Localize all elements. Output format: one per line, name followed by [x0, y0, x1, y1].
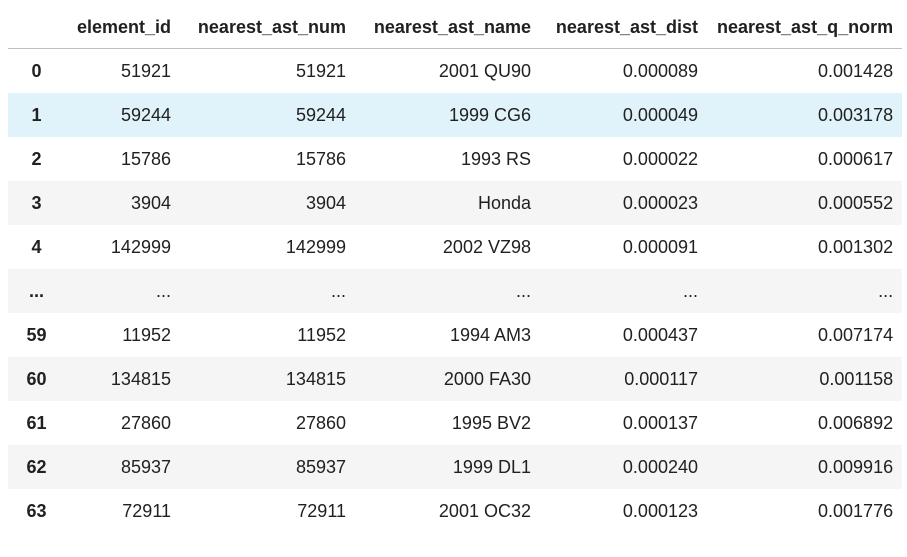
cell-nearest-ast-num: 51921: [295, 60, 346, 81]
cell-nearest-ast-q-norm: 0.007174: [818, 324, 894, 345]
cell-nearest-ast-q-norm: ...: [878, 280, 894, 301]
table-row: 63 72911 72911 2001 OC32 0.000123 0.001776: [8, 489, 902, 533]
cell-nearest-ast-name: 1994 AM3: [449, 324, 531, 345]
cell-nearest-ast-name: 2002 VZ98: [442, 236, 531, 257]
cell-nearest-ast-name: ...: [515, 280, 531, 301]
cell-nearest-ast-dist: 0.000240: [622, 456, 698, 477]
cell-nearest-ast-name: Honda: [477, 192, 531, 213]
row-index: 60: [26, 368, 47, 389]
cell-element-id: 27860: [120, 412, 171, 433]
table-row: 2 15786 15786 1993 RS 0.000022 0.000617: [8, 137, 902, 181]
row-index: 59: [26, 324, 47, 345]
row-index: 1: [31, 104, 42, 125]
cell-nearest-ast-name: 1999 DL1: [452, 456, 531, 477]
cell-nearest-ast-num: 134815: [285, 368, 346, 389]
index-header: [8, 7, 65, 49]
cell-nearest-ast-name: 1995 BV2: [451, 412, 531, 433]
dataframe-table: element_id nearest_ast_num nearest_ast_n…: [8, 7, 903, 534]
table-row: 4 142999 142999 2002 VZ98 0.000091 0.001302: [8, 225, 902, 269]
cell-nearest-ast-q-norm: 0.001776: [818, 500, 894, 521]
cell-nearest-ast-dist: 0.000137: [622, 412, 698, 433]
column-header-nearest-ast-name: nearest_ast_name: [355, 7, 540, 49]
cell-nearest-ast-num: 72911: [297, 500, 346, 521]
cell-element-id: 51921: [120, 60, 171, 81]
row-index: 2: [31, 148, 42, 169]
column-header-nearest-ast-num: nearest_ast_num: [180, 7, 355, 49]
cell-element-id: 15786: [120, 148, 171, 169]
cell-nearest-ast-name: 2000 FA30: [443, 368, 531, 389]
table-row: 59 11952 11952 1994 AM3 0.000437 0.007174: [8, 313, 902, 357]
row-index: 61: [26, 412, 47, 433]
cell-nearest-ast-dist: ...: [682, 280, 698, 301]
cell-nearest-ast-q-norm: 0.000552: [818, 192, 894, 213]
cell-nearest-ast-q-norm: 0.003178: [818, 104, 894, 125]
header-row: element_id nearest_ast_num nearest_ast_n…: [8, 7, 903, 49]
cell-element-id: 134815: [110, 368, 171, 389]
cell-nearest-ast-dist: 0.000023: [622, 192, 698, 213]
cell-element-id: 85937: [120, 456, 171, 477]
row-index: 3: [31, 192, 42, 213]
cell-element-id: 72911: [122, 500, 171, 521]
cell-nearest-ast-num: ...: [330, 280, 346, 301]
cell-nearest-ast-q-norm: 0.001158: [819, 368, 894, 389]
cell-nearest-ast-name: 1993 RS: [460, 148, 531, 169]
row-index: 4: [31, 236, 42, 257]
column-header-element-id: element_id: [65, 7, 180, 49]
cell-nearest-ast-num: 3904: [305, 192, 346, 213]
cell-element-id: ...: [155, 280, 171, 301]
table-row: 0 51921 51921 2001 QU90 0.000089 0.001428: [8, 49, 902, 94]
table-row: 62 85937 85937 1999 DL1 0.000240 0.009916: [8, 445, 903, 489]
cell-nearest-ast-dist: 0.000437: [622, 324, 698, 345]
cell-nearest-ast-num: 27860: [295, 412, 346, 433]
cell-nearest-ast-q-norm: 0.000617: [818, 148, 894, 169]
row-index: 0: [31, 60, 42, 81]
cell-nearest-ast-dist: 0.000117: [624, 368, 698, 389]
cell-nearest-ast-num: 85937: [295, 456, 346, 477]
cell-element-id: 142999: [110, 236, 171, 257]
cell-element-id: 11952: [122, 324, 171, 345]
cell-nearest-ast-q-norm: 0.009916: [818, 456, 894, 477]
cell-nearest-ast-dist: 0.000049: [622, 104, 698, 125]
cell-nearest-ast-name: 2001 OC32: [438, 500, 531, 521]
table-row: 61 27860 27860 1995 BV2 0.000137 0.006892: [8, 401, 902, 445]
cell-nearest-ast-q-norm: 0.001302: [818, 236, 894, 257]
cell-nearest-ast-name: 2001 QU90: [438, 60, 531, 81]
cell-nearest-ast-num: 11952: [297, 324, 346, 345]
table-body: 0 51921 51921 2001 QU90 0.000089 0.001428 1 592…: [8, 49, 903, 534]
cell-nearest-ast-dist: 0.000123: [622, 500, 698, 521]
cell-nearest-ast-num: 142999: [285, 236, 346, 257]
column-header-nearest-ast-q-norm: nearest_ast_q_norm: [707, 7, 903, 49]
cell-element-id: 3904: [130, 192, 171, 213]
table-row: 1 59244 59244 1999 CG6 0.000049 0.003178: [8, 93, 903, 137]
cell-nearest-ast-q-norm: 0.006892: [818, 412, 894, 433]
cell-element-id: 59244: [120, 104, 171, 125]
cell-nearest-ast-num: 59244: [295, 104, 346, 125]
cell-nearest-ast-q-norm: 0.001428: [818, 60, 894, 81]
table-row: 60 134815 134815 2000 FA30 0.000117 0.001158: [8, 357, 903, 401]
cell-nearest-ast-num: 15786: [295, 148, 346, 169]
table-row: 3 3904 3904 Honda 0.000023 0.000552: [8, 181, 903, 225]
cell-nearest-ast-dist: 0.000022: [622, 148, 698, 169]
column-header-nearest-ast-dist: nearest_ast_dist: [540, 7, 707, 49]
cell-nearest-ast-dist: 0.000091: [622, 236, 698, 257]
row-index: 62: [26, 456, 47, 477]
table-row: ..................: [8, 269, 903, 313]
row-index: 63: [26, 500, 47, 521]
row-index: ...: [28, 280, 44, 301]
cell-nearest-ast-dist: 0.000089: [622, 60, 698, 81]
cell-nearest-ast-name: 1999 CG6: [448, 104, 531, 125]
